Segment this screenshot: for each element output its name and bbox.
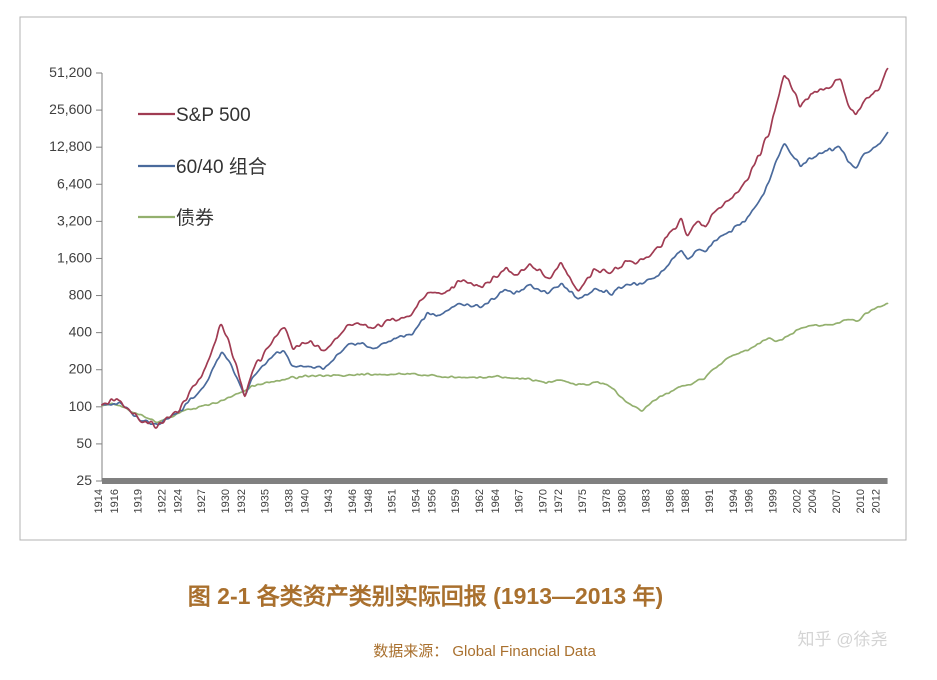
svg-text:1948: 1948 (363, 489, 375, 513)
svg-text:1986: 1986 (664, 489, 676, 513)
svg-text:51,200: 51,200 (49, 64, 92, 80)
svg-text:债券: 债券 (176, 207, 214, 229)
svg-text:1964: 1964 (490, 489, 502, 513)
svg-text:1943: 1943 (323, 489, 335, 513)
svg-text:1975: 1975 (577, 489, 589, 513)
svg-text:1962: 1962 (474, 489, 486, 513)
svg-text:1972: 1972 (553, 489, 565, 513)
svg-text:1967: 1967 (514, 489, 526, 513)
svg-text:1924: 1924 (172, 489, 184, 513)
svg-text:1940: 1940 (299, 489, 311, 513)
svg-text:1991: 1991 (704, 489, 716, 513)
svg-text:1930: 1930 (220, 489, 232, 513)
svg-text:25,600: 25,600 (49, 101, 92, 117)
svg-text:1946: 1946 (347, 489, 359, 513)
svg-text:60/40 组合: 60/40 组合 (176, 156, 267, 178)
svg-text:1919: 1919 (133, 489, 145, 513)
svg-text:1970: 1970 (537, 489, 549, 513)
svg-text:1988: 1988 (680, 489, 692, 513)
svg-text:400: 400 (69, 324, 93, 340)
svg-text:1999: 1999 (767, 489, 779, 513)
svg-text:2012: 2012 (871, 489, 883, 513)
svg-text:25: 25 (76, 472, 92, 488)
svg-text:1927: 1927 (196, 489, 208, 513)
svg-text:2002: 2002 (791, 489, 803, 513)
svg-text:100: 100 (69, 398, 93, 414)
svg-text:2007: 2007 (831, 489, 843, 513)
svg-text:2010: 2010 (855, 489, 867, 513)
svg-text:200: 200 (69, 361, 93, 377)
svg-text:1978: 1978 (601, 489, 613, 513)
svg-text:1938: 1938 (283, 489, 295, 513)
svg-text:1916: 1916 (109, 489, 121, 513)
svg-text:1980: 1980 (617, 489, 629, 513)
svg-text:3,200: 3,200 (57, 212, 92, 228)
svg-text:1922: 1922 (156, 489, 168, 513)
svg-text:6,400: 6,400 (57, 175, 92, 191)
svg-text:1996: 1996 (744, 489, 756, 513)
svg-text:1951: 1951 (387, 489, 399, 513)
svg-text:S&P 500: S&P 500 (176, 105, 251, 126)
svg-text:2004: 2004 (807, 489, 819, 513)
svg-text:1983: 1983 (641, 489, 653, 513)
svg-text:12,800: 12,800 (49, 138, 92, 154)
svg-text:1,600: 1,600 (57, 249, 92, 265)
svg-text:50: 50 (76, 435, 92, 451)
svg-text:1994: 1994 (728, 489, 740, 513)
svg-text:1959: 1959 (450, 489, 462, 513)
svg-text:1914: 1914 (93, 489, 105, 513)
svg-text:1935: 1935 (260, 489, 272, 513)
svg-text:1956: 1956 (426, 489, 438, 513)
svg-text:800: 800 (69, 287, 93, 303)
svg-text:1932: 1932 (236, 489, 248, 513)
svg-text:1954: 1954 (410, 489, 422, 513)
